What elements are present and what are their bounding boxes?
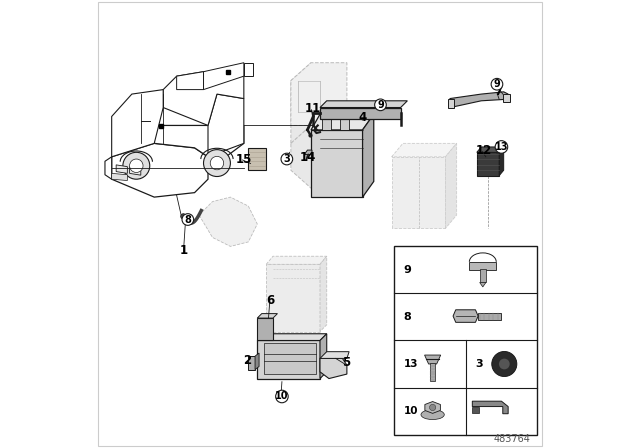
Polygon shape [320,101,407,108]
Polygon shape [311,114,374,130]
Text: 3: 3 [284,154,290,164]
Polygon shape [266,264,320,332]
Polygon shape [472,401,508,414]
Circle shape [180,214,186,219]
Text: 3: 3 [476,359,483,369]
Polygon shape [392,143,457,157]
Circle shape [495,141,508,153]
Polygon shape [130,167,141,175]
Polygon shape [305,150,312,155]
Polygon shape [112,90,163,157]
Polygon shape [499,147,504,176]
Text: 13: 13 [495,142,508,152]
Text: 14: 14 [300,151,316,164]
Circle shape [276,390,288,403]
Polygon shape [425,401,440,414]
Polygon shape [163,72,244,125]
Text: 9: 9 [404,265,412,275]
Polygon shape [105,157,112,179]
Circle shape [374,99,387,111]
Text: 12: 12 [476,143,492,157]
Circle shape [499,358,509,369]
Polygon shape [291,63,347,125]
Polygon shape [362,114,374,197]
Polygon shape [453,310,478,323]
Polygon shape [320,256,327,332]
Polygon shape [255,353,259,370]
Bar [430,363,435,381]
Circle shape [123,152,150,179]
Polygon shape [477,152,499,176]
Polygon shape [257,314,278,318]
Text: 9: 9 [493,79,500,89]
Polygon shape [340,114,349,130]
Polygon shape [392,157,445,228]
Text: 10: 10 [404,406,419,416]
Polygon shape [264,343,316,374]
Polygon shape [266,256,327,264]
Circle shape [492,351,517,376]
Text: 13: 13 [404,359,419,369]
Polygon shape [503,94,510,102]
Circle shape [281,153,292,165]
Polygon shape [177,72,204,90]
Text: 10: 10 [275,392,289,401]
Polygon shape [323,114,332,130]
Bar [394,246,538,435]
Polygon shape [445,143,457,228]
Text: 4: 4 [358,111,367,124]
Polygon shape [116,165,127,173]
Ellipse shape [421,410,444,419]
Circle shape [204,150,230,177]
Text: 2: 2 [243,354,252,367]
Circle shape [130,159,143,172]
Polygon shape [320,334,327,379]
Polygon shape [112,173,127,181]
Text: 11: 11 [304,102,321,115]
Polygon shape [448,99,454,108]
Polygon shape [320,352,349,358]
Bar [478,314,500,320]
Bar [469,262,496,270]
Polygon shape [424,355,441,364]
Circle shape [182,214,194,225]
Polygon shape [257,340,320,379]
Text: 7: 7 [494,85,502,99]
Polygon shape [204,63,244,90]
Polygon shape [479,283,486,287]
Polygon shape [112,143,208,197]
Text: 5: 5 [342,356,350,370]
Text: 8: 8 [184,215,191,224]
Bar [479,269,486,283]
Circle shape [491,78,503,90]
Polygon shape [257,318,273,340]
Polygon shape [248,148,266,170]
Circle shape [429,404,436,410]
Text: 483764: 483764 [493,434,531,444]
Polygon shape [291,63,311,143]
Polygon shape [450,92,508,107]
Polygon shape [311,130,362,197]
Polygon shape [320,358,347,379]
Text: 9: 9 [377,100,384,110]
Polygon shape [477,147,504,152]
Circle shape [211,156,224,170]
Polygon shape [320,108,401,119]
Text: 1: 1 [179,244,188,258]
Polygon shape [257,334,327,340]
Polygon shape [472,407,479,413]
Polygon shape [248,356,255,370]
Polygon shape [208,94,244,157]
Text: 15: 15 [236,152,252,166]
Polygon shape [291,125,347,188]
Polygon shape [154,125,244,157]
Polygon shape [199,197,257,246]
Text: 8: 8 [404,312,412,322]
Polygon shape [244,63,253,76]
Text: 6: 6 [267,293,275,307]
